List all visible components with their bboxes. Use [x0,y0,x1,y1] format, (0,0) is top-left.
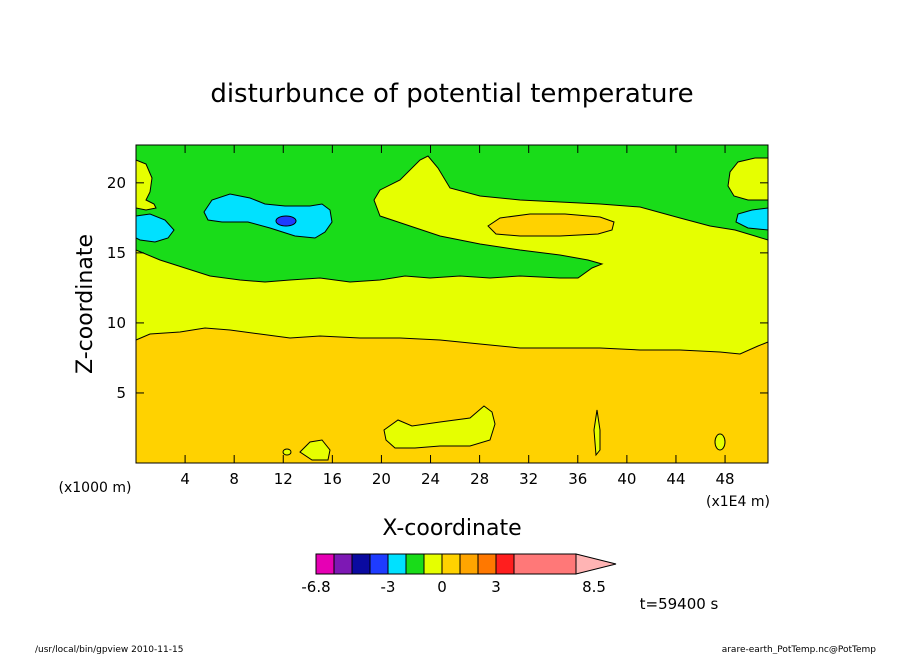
x-tick-label: 44 [666,470,685,488]
plot-frame [135,144,769,464]
colorbar-tick-label: 8.5 [582,578,606,596]
footer-left: /usr/local/bin/gpview 2010-11-15 [35,645,183,654]
colorbar-swatch [351,553,371,575]
field-region-yellow-surface-4 [714,433,726,451]
colorbar-swatch [315,553,335,575]
colorbar-swatch [369,553,389,575]
y-axis-ticks: 5 10 15 20 [107,174,768,402]
x-tick-label: 4 [180,470,190,488]
colorbar-tick-label: -3 [381,578,396,596]
colorbar-tick-label: 3 [491,578,501,596]
field-region-yellow-surface-2 [299,439,331,461]
colorbar-extend-triangle [575,553,617,575]
x-axis-ticks: 4 8 12 16 20 24 28 32 36 40 44 48 [180,145,735,488]
field-region-blue-cell [275,215,297,227]
field-region-orange-blob-upper [487,213,615,237]
y-tick-label: 20 [107,174,126,192]
y-axis-label: Z-coordinate [73,234,98,374]
colorbar-tick-label: -6.8 [301,578,330,596]
field-region-yellow-surface-1 [383,405,496,449]
field-region-yellow-surface-3 [593,409,601,457]
colorbar-swatch [423,553,443,575]
x-tick-label: 28 [470,470,489,488]
colorbar-swatch [477,553,497,575]
colorbar-swatch [333,553,353,575]
y-tick-label: 10 [107,314,126,332]
colorbar-swatch [387,553,407,575]
plot-area [135,144,769,464]
x-tick-label: 12 [274,470,293,488]
field-region-yellow-edge-right [727,157,769,201]
x-axis-label: X-coordinate [382,516,521,541]
x-axis-unit-label: (x1E4 m) [706,494,770,510]
x-tick-label: 16 [323,470,342,488]
colorbar: -6.8 -3 0 3 8.5 [301,553,617,596]
y-tick-label: 15 [107,244,126,262]
field-region-yellow-edge-left [135,159,157,211]
x-tick-label: 8 [229,470,239,488]
x-tick-label: 32 [519,470,538,488]
colorbar-swatch [405,553,425,575]
footer-right: arare-earth_PotTemp.nc@PotTemp [722,645,877,654]
chart-title: disturbunce of potential temperature [210,79,693,109]
colorbar-swatch [495,553,515,575]
colorbar-swatch [441,553,461,575]
x-tick-label: 36 [568,470,587,488]
x-tick-label: 48 [716,470,735,488]
x-tick-label: 24 [421,470,440,488]
x-tick-label: 20 [372,470,391,488]
y-tick-label: 5 [116,384,126,402]
colorbar-tick-label: 0 [437,578,447,596]
colorbar-swatch [459,553,479,575]
field-region-orange-lower [135,327,769,464]
x-tick-label: 40 [617,470,636,488]
time-label: t=59400 s [640,595,719,613]
field-region-cyan-edge-left [135,213,175,243]
y-axis-unit-label: (x1000 m) [59,480,132,496]
field-region-cyan-left [203,193,333,239]
colorbar-swatch [513,553,577,575]
field-region-yellow-surface-5 [282,448,292,456]
